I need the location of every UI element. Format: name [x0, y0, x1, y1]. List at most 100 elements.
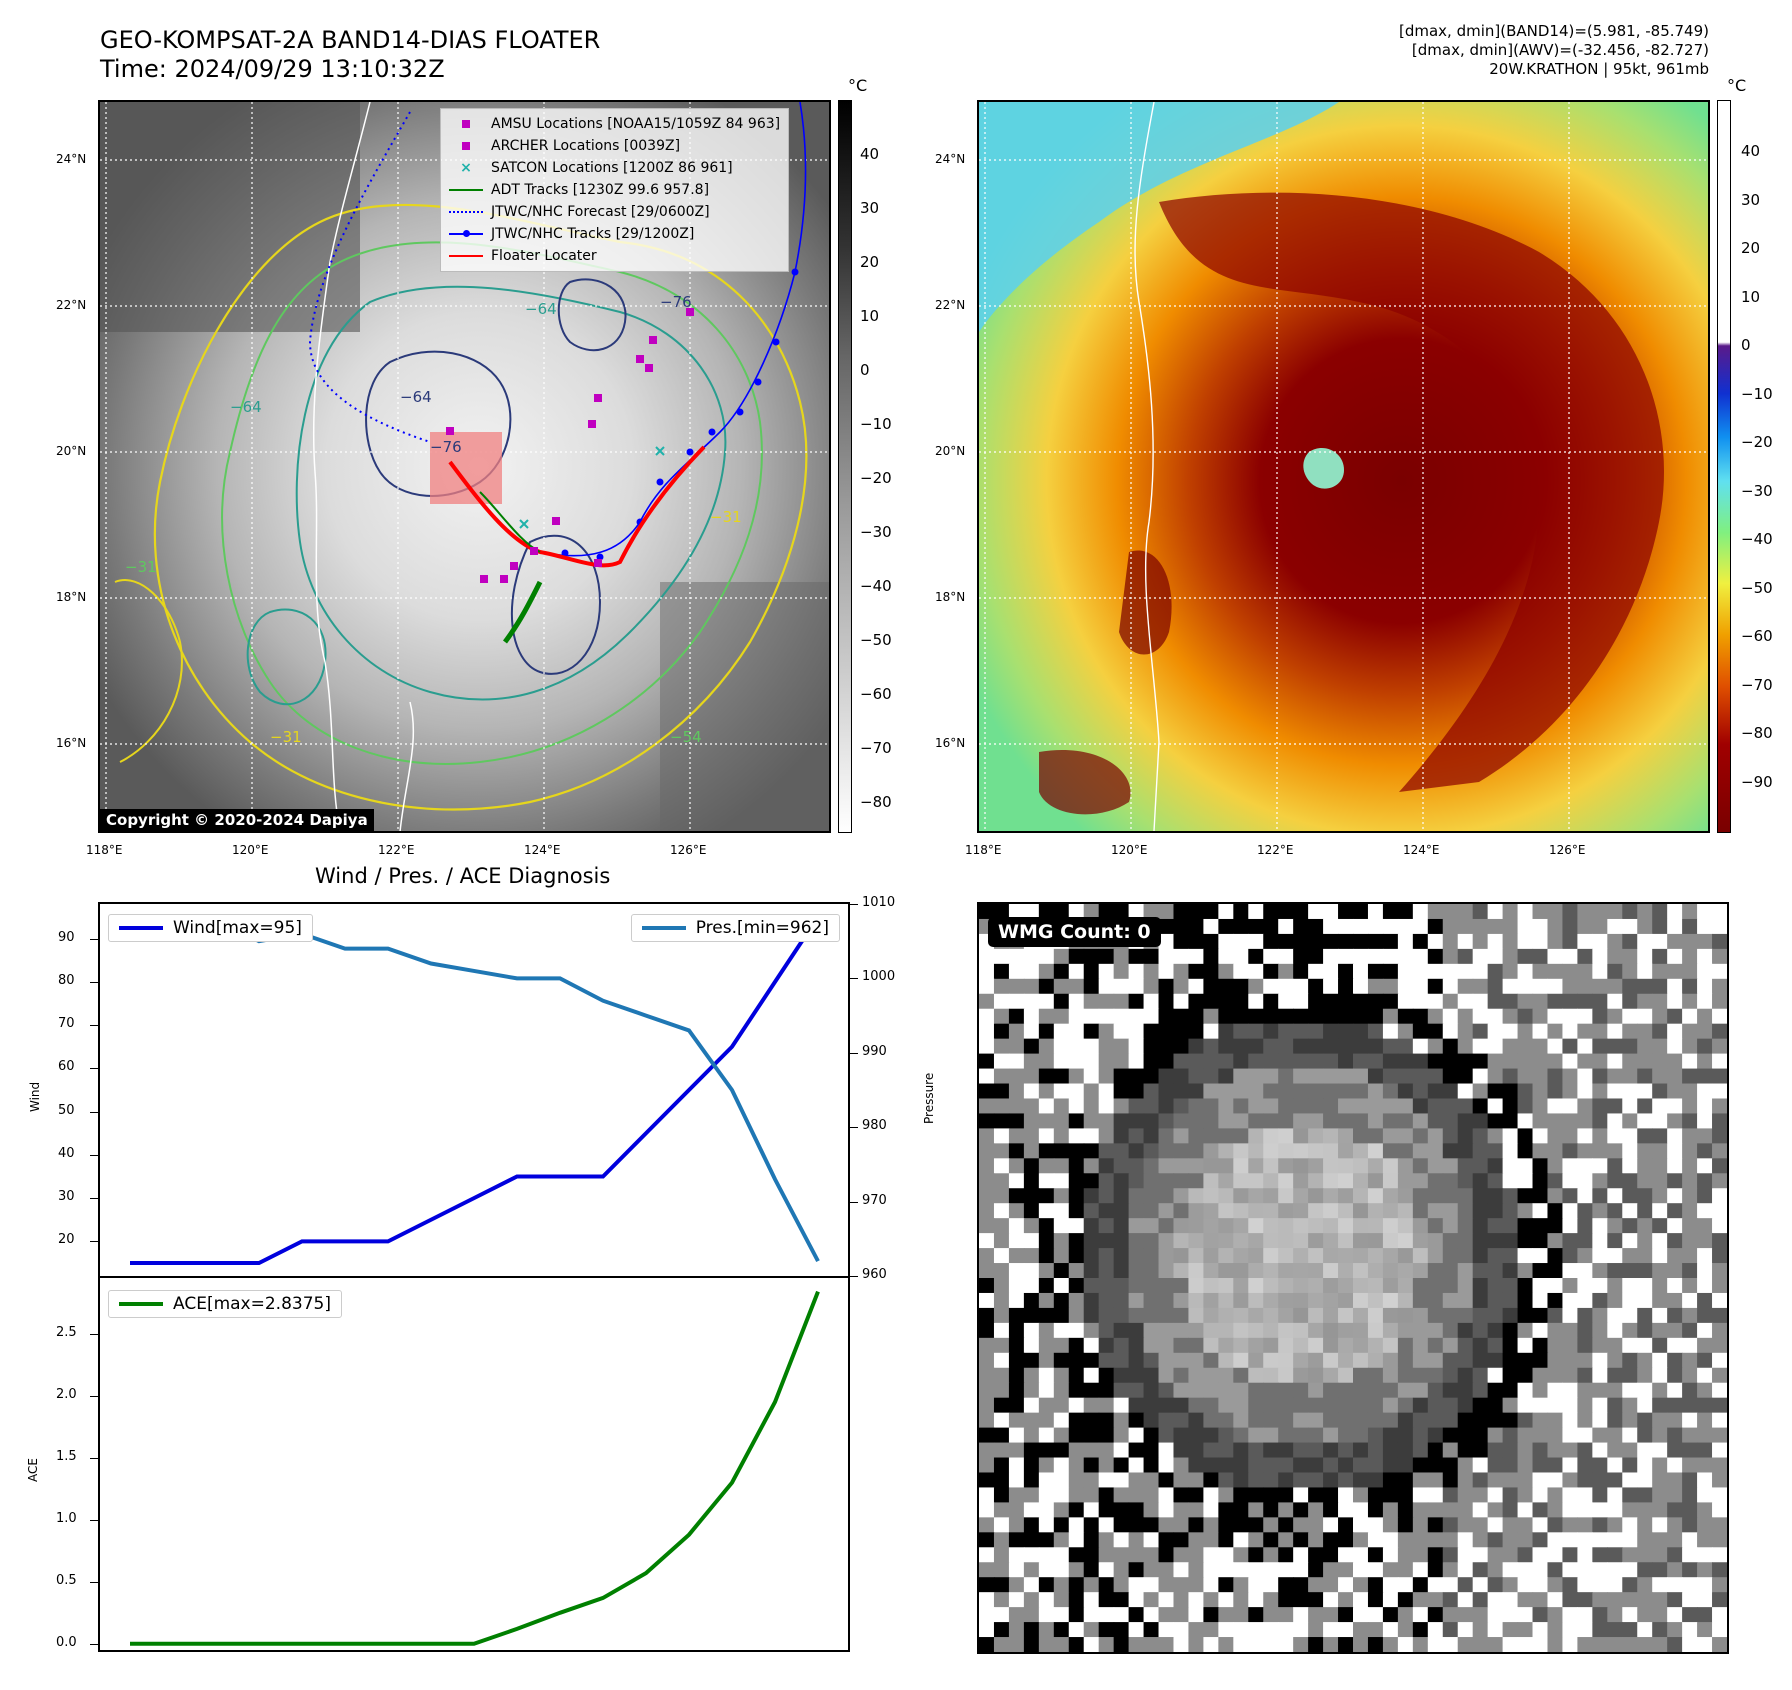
ace-tick: 0.5 [56, 1572, 77, 1588]
ace-series-line [130, 1290, 820, 1646]
contour-label: −31 [125, 558, 157, 576]
legend-forecast: JTWC/NHC Forecast [29/0600Z] [449, 201, 780, 223]
ace-tick: 1.5 [56, 1448, 77, 1464]
colorbar-tick: −90 [1741, 772, 1773, 791]
tick-mark [90, 1068, 98, 1070]
contour-label: −31 [710, 508, 742, 526]
colorbar-tick: 40 [860, 145, 880, 163]
lat-label: 20°N [935, 444, 966, 458]
tick-mark [90, 1241, 98, 1243]
wind-axis-label: Wind [28, 1081, 42, 1112]
tick-mark [90, 1154, 98, 1156]
tick-mark [90, 981, 98, 983]
figure-title: GEO-KOMPSAT-2A BAND14-DIAS FLOATER Time:… [100, 26, 600, 84]
colorbar-tick: −80 [860, 793, 892, 811]
info-line-2: [dmax, dmin](AWV)=(-32.456, -82.727) [1411, 41, 1709, 59]
diagnosis-subtitle: Wind / Pres. / ACE Diagnosis [315, 864, 611, 888]
colorbar-tick: 10 [860, 307, 880, 325]
lat-label: 22°N [56, 298, 87, 312]
tick-mark [90, 1643, 98, 1645]
pressure-tick: 990 [862, 1043, 887, 1059]
wind-tick: 30 [58, 1189, 75, 1205]
wmg-panel [977, 902, 1729, 1654]
ace-panel: ACE[max=2.8375] [98, 1276, 850, 1652]
pressure-tick: 970 [862, 1192, 887, 1208]
tick-mark [850, 1201, 858, 1203]
colorbar-tick: −10 [1741, 384, 1773, 403]
lon-label: 122°E [378, 843, 415, 857]
legend-archer: ARCHER Locations [0039Z] [449, 135, 780, 157]
colorbar-tick: 30 [860, 199, 880, 217]
ace-tick: 0.0 [56, 1634, 77, 1650]
colorbar-tick: 40 [1741, 142, 1761, 160]
ir-map-panel: −64 −64 −76 −76 −64 −31 −31 −54 −31 AMSU… [98, 100, 831, 833]
lat-label: 24°N [935, 152, 966, 166]
wmg-count-badge: WMG Count: 0 [988, 917, 1161, 947]
contour-label: −31 [270, 728, 302, 746]
pressure-line-icon [641, 926, 686, 930]
x-marker-icon: × [460, 160, 472, 176]
info-line-3: 20W.KRATHON | 95kt, 961mb [1489, 60, 1709, 78]
contour-label: −64 [230, 398, 262, 416]
tick-mark [90, 1025, 98, 1027]
colorbar-unit: °C [1727, 76, 1747, 95]
ace-line-icon [119, 1302, 163, 1306]
ace-legend: ACE[max=2.8375] [108, 1290, 342, 1318]
wind-tick: 90 [58, 929, 75, 945]
colorbar-tick: −60 [1741, 627, 1773, 645]
legend-tracks: JTWC/NHC Tracks [29/1200Z] [449, 223, 780, 245]
pressure-tick: 960 [862, 1267, 887, 1282]
pressure-series-line [130, 916, 820, 1263]
dotted-line-icon [449, 205, 483, 219]
contour-label: −76 [660, 293, 692, 311]
lon-label: 126°E [1549, 843, 1586, 857]
lon-label: 118°E [86, 843, 123, 857]
lat-label: 20°N [56, 444, 87, 458]
tick-mark [850, 1276, 858, 1277]
lat-label: 16°N [935, 736, 966, 750]
copyright-badge: Copyright © 2020-2024 Dapiya [100, 809, 374, 831]
enhanced-map-panel [977, 100, 1710, 833]
tick-mark [90, 1111, 98, 1113]
square-marker-icon [449, 117, 483, 131]
tick-mark [90, 1333, 98, 1335]
title-line-1: GEO-KOMPSAT-2A BAND14-DIAS FLOATER [100, 26, 601, 54]
wind-tick: 60 [58, 1059, 75, 1075]
colorbar-tick: −40 [860, 577, 892, 595]
wmg-grid [979, 904, 1727, 1652]
lat-label: 22°N [935, 298, 966, 312]
title-line-2: Time: 2024/09/29 13:10:32Z [100, 55, 445, 83]
lon-label: 122°E [1257, 843, 1294, 857]
tick-mark [850, 978, 858, 980]
storm-info: [dmax, dmin](BAND14)=(5.981, -85.749) [d… [1399, 22, 1709, 79]
info-line-1: [dmax, dmin](BAND14)=(5.981, -85.749) [1398, 22, 1709, 40]
contour-label: −64 [525, 300, 557, 318]
tick-mark [850, 1127, 858, 1129]
lon-label: 124°E [1403, 843, 1440, 857]
tick-mark [90, 1519, 98, 1521]
line-marker-icon [449, 249, 483, 263]
colorbar-tick: −70 [860, 739, 892, 757]
contour-label: −76 [430, 438, 462, 456]
tick-mark [850, 1052, 858, 1054]
tick-mark [90, 1581, 98, 1583]
wind-tick: 70 [58, 1016, 75, 1032]
tick-mark [90, 1395, 98, 1397]
colorbar-tick: −10 [860, 415, 892, 433]
tick-mark [90, 1457, 98, 1459]
lon-label: 120°E [1111, 843, 1148, 857]
ace-tick: 2.0 [56, 1386, 77, 1402]
legend-floater: Floater Locater [449, 245, 780, 267]
pressure-legend: Pres.[min=962] [630, 914, 840, 942]
ace-chart [130, 1290, 820, 1646]
line-marker-icon [449, 183, 483, 197]
pressure-tick: 1010 [862, 895, 896, 910]
lon-label: 118°E [965, 843, 1002, 857]
colorbar-tick: −20 [860, 469, 892, 487]
dot-line-icon [449, 227, 483, 241]
square-marker-icon [449, 139, 483, 153]
lon-label: 120°E [232, 843, 269, 857]
contour-label: −64 [400, 388, 432, 406]
colorbar-tick: 0 [860, 361, 870, 379]
wind-series-line [130, 915, 820, 1266]
